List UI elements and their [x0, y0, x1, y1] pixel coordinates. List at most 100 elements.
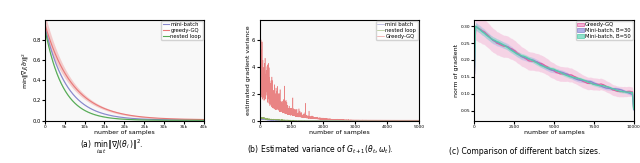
Line: nested loop: nested loop — [260, 117, 419, 121]
Greedy-GQ — [412, 119, 420, 121]
Mini-batch, B=50 — [580, 79, 588, 81]
Greedy-GQ — [415, 119, 422, 121]
Mini-batch, B=30 — [472, 25, 479, 27]
Greedy-GQ — [415, 119, 422, 121]
mini batch — [274, 119, 282, 121]
mini batch — [256, 118, 264, 120]
mini batch — [324, 120, 332, 122]
nested loop — [41, 27, 49, 29]
Mini-batch, B=50 — [595, 85, 602, 87]
Mini-batch, B=50 — [541, 66, 548, 68]
Greedy-GQ — [317, 118, 324, 120]
greedy-GQ — [162, 118, 170, 119]
Text: (a) $\min_{i\leq t}\|\nabla J(\theta_i)\|^2$.: (a) $\min_{i\leq t}\|\nabla J(\theta_i)\… — [81, 138, 143, 156]
greedy-GQ — [133, 115, 141, 117]
Line: Greedy-GQ: Greedy-GQ — [260, 0, 419, 120]
Mini-batch, B=50 — [630, 108, 637, 110]
Legend: mini-batch, greedy-GQ, nested loop: mini-batch, greedy-GQ, nested loop — [161, 21, 203, 40]
greedy-GQ — [138, 116, 145, 118]
Line: Greedy-GQ: Greedy-GQ — [474, 27, 634, 108]
Mini-batch, B=30 — [541, 66, 548, 68]
nested loop — [162, 119, 170, 121]
nested loop — [317, 119, 324, 121]
greedy-GQ — [142, 116, 150, 118]
mini batch — [414, 120, 422, 122]
Mini-batch, B=30 — [630, 109, 637, 111]
nested loop — [324, 119, 332, 121]
mini-batch — [200, 119, 208, 121]
Mini-batch, B=50 — [535, 63, 543, 65]
mini batch — [415, 120, 422, 122]
Greedy-GQ — [580, 81, 588, 83]
Greedy-GQ — [324, 119, 332, 120]
mini batch — [256, 117, 264, 119]
nested loop — [142, 119, 150, 121]
nested loop — [256, 117, 264, 119]
Text: (c) Comparison of different batch sizes.: (c) Comparison of different batch sizes. — [449, 148, 600, 156]
mini batch — [284, 119, 291, 121]
X-axis label: number of samples: number of samples — [309, 130, 369, 135]
greedy-GQ — [41, 23, 49, 25]
Mini-batch, B=30 — [535, 62, 543, 64]
mini-batch — [178, 119, 186, 121]
Greedy-GQ — [274, 104, 282, 106]
nested loop — [284, 119, 291, 121]
mini batch — [395, 120, 403, 122]
Mini-batch, B=50 — [470, 72, 478, 74]
nested loop — [274, 119, 282, 121]
Greedy-GQ — [284, 112, 291, 114]
X-axis label: number of samples: number of samples — [94, 130, 155, 135]
Line: greedy-GQ: greedy-GQ — [45, 24, 204, 119]
Greedy-GQ — [541, 64, 548, 66]
Y-axis label: estimated gradient variance: estimated gradient variance — [246, 25, 251, 115]
Mini-batch, B=50 — [598, 84, 605, 86]
Greedy-GQ — [487, 37, 495, 39]
Greedy-GQ — [472, 26, 479, 28]
nested loop — [257, 116, 264, 118]
nested loop — [415, 120, 422, 122]
nested loop — [178, 119, 186, 121]
Text: (b) Estimated variance of $G_{t+1}(\theta_t, \omega_t)$.: (b) Estimated variance of $G_{t+1}(\thet… — [246, 144, 394, 156]
Line: nested loop: nested loop — [45, 28, 204, 120]
mini batch — [412, 120, 420, 122]
mini batch — [317, 119, 324, 121]
Mini-batch, B=30 — [598, 85, 605, 87]
nested loop — [133, 119, 141, 121]
X-axis label: number of samples: number of samples — [524, 130, 584, 135]
Greedy-GQ — [470, 72, 478, 74]
Mini-batch, B=50 — [472, 25, 479, 27]
Greedy-GQ — [256, 89, 264, 91]
Line: Mini-batch, B=30: Mini-batch, B=30 — [474, 26, 634, 110]
greedy-GQ — [178, 118, 186, 120]
Legend: mini batch, nested loop, Greedy-GQ: mini batch, nested loop, Greedy-GQ — [376, 21, 418, 40]
mini-batch — [138, 118, 145, 120]
greedy-GQ — [200, 119, 208, 120]
Mini-batch, B=30 — [580, 80, 588, 82]
Greedy-GQ — [598, 83, 605, 85]
mini-batch — [41, 25, 49, 27]
nested loop — [51, 66, 58, 68]
Greedy-GQ — [595, 83, 602, 85]
Greedy-GQ — [630, 107, 637, 109]
nested loop — [412, 120, 420, 122]
Mini-batch, B=30 — [470, 72, 478, 74]
mini-batch — [162, 119, 170, 121]
Legend: Greedy-GQ, Mini-batch, B=30, Mini-batch, B=50: Greedy-GQ, Mini-batch, B=30, Mini-batch,… — [576, 21, 632, 40]
nested loop — [395, 120, 403, 122]
Greedy-GQ — [395, 119, 403, 121]
mini-batch — [51, 59, 58, 61]
nested loop — [200, 119, 208, 121]
mini-batch — [133, 118, 141, 120]
Line: mini-batch: mini-batch — [45, 26, 204, 120]
greedy-GQ — [51, 51, 58, 53]
Greedy-GQ — [535, 62, 543, 64]
nested loop — [138, 119, 145, 121]
mini-batch — [142, 118, 150, 120]
Y-axis label: norm of gradient: norm of gradient — [454, 44, 459, 97]
Y-axis label: $\min\|\nabla J(\hat{\theta})\|^2$: $\min\|\nabla J(\hat{\theta})\|^2$ — [20, 52, 31, 89]
Mini-batch, B=30 — [595, 84, 602, 86]
nested loop — [415, 120, 422, 122]
Mini-batch, B=50 — [487, 37, 495, 39]
Line: Mini-batch, B=50: Mini-batch, B=50 — [474, 26, 634, 109]
Mini-batch, B=30 — [487, 38, 495, 40]
